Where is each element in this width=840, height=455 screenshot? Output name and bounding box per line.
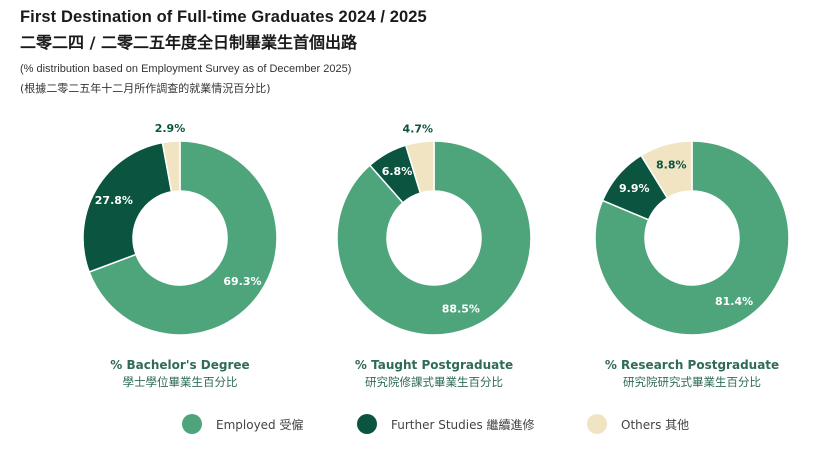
data-label-employed: 88.5%	[442, 303, 480, 316]
slice-employed	[88, 140, 278, 336]
data-label-employed: 81.4%	[715, 295, 753, 308]
legend-swatch-further-studies	[357, 414, 377, 434]
data-label-employed: 69.3%	[223, 275, 261, 288]
legend: Employed 受僱 Further Studies 繼續進修 Others …	[0, 409, 840, 439]
chart-subtitle-zh: (根據二零二五年十二月所作調查的就業情況百分比)	[20, 82, 271, 95]
data-label-others: 8.8%	[656, 158, 687, 171]
donut-bachelor: 69.3% 27.8% 2.9% % Bachelor's Degree 學士學位畢業生…	[82, 122, 278, 389]
slice-others	[404, 140, 435, 194]
legend-swatch-others	[587, 414, 607, 434]
caption-zh-research-postgraduate: 研究院研究式畢業生百分比	[623, 375, 761, 389]
legend-label-further-studies: Further Studies 繼續進修	[391, 417, 535, 432]
donut-taught-postgraduate: 88.5% 6.8% 4.7% % Taught Postgraduate 研究院修課式…	[336, 123, 532, 389]
legend-item-further-studies: Further Studies 繼續進修	[357, 409, 535, 439]
legend-swatch-employed	[182, 414, 202, 434]
chart-title-en: First Destination of Full-time Graduates…	[20, 8, 427, 26]
chart-title-zh: 二零二四 / 二零二五年度全日制畢業生首個出路	[20, 33, 357, 52]
chart-subtitle-en: (% distribution based on Employment Surv…	[20, 63, 352, 75]
slice-others	[161, 140, 181, 193]
data-label-further-studies: 9.9%	[619, 182, 650, 195]
legend-label-others: Others 其他	[621, 417, 690, 432]
legend-label-employed: Employed 受僱	[216, 417, 304, 432]
slice-others	[640, 140, 693, 200]
data-label-others: 4.7%	[403, 123, 434, 136]
caption-en-research-postgraduate: % Research Postgraduate	[605, 358, 779, 372]
slice-employed	[336, 140, 532, 336]
legend-item-others: Others 其他	[587, 409, 689, 439]
caption-en-taught-postgraduate: % Taught Postgraduate	[355, 358, 513, 372]
data-label-others: 2.9%	[155, 122, 186, 135]
caption-zh-taught-postgraduate: 研究院修課式畢業生百分比	[365, 375, 503, 389]
legend-item-employed: Employed 受僱	[182, 409, 303, 439]
donut-research-postgraduate: 81.4% 9.9% 8.8% % Research Postgraduate 研究院研…	[594, 140, 790, 389]
data-label-further-studies: 27.8%	[95, 194, 133, 207]
data-label-further-studies: 6.8%	[382, 165, 413, 178]
caption-zh-bachelor: 學士學位畢業生百分比	[123, 375, 238, 389]
slice-employed	[594, 140, 790, 336]
slice-further-studies	[82, 141, 173, 273]
caption-en-bachelor: % Bachelor's Degree	[110, 358, 249, 372]
